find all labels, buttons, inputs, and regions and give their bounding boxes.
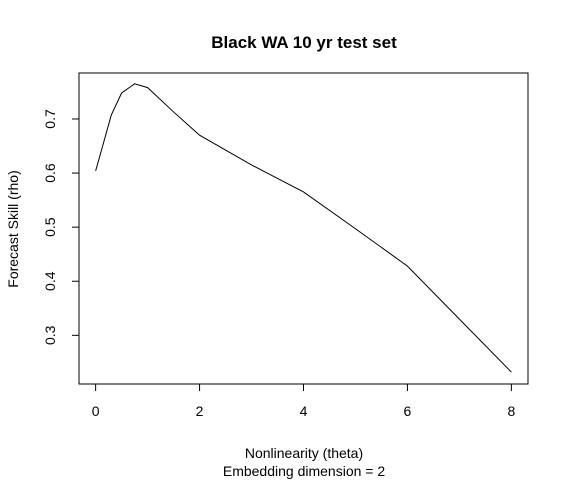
series-layer — [95, 83, 512, 373]
x-axis-sublabel: Embedding dimension = 2 — [223, 463, 385, 479]
x-axis-label: Nonlinearity (theta) — [245, 445, 363, 461]
x-tick-label-2: 4 — [300, 403, 308, 419]
y-axis-label: Forecast Skill (rho) — [5, 170, 21, 287]
y-tick-label-2: 0.5 — [42, 217, 58, 237]
x-axis: 0 2 4 6 8 — [92, 383, 515, 419]
chart-title: Black WA 10 yr test set — [211, 33, 397, 52]
x-tick-label-3: 6 — [404, 403, 412, 419]
series-line-0 — [95, 83, 512, 373]
y-tick-label-1: 0.4 — [42, 271, 58, 291]
y-tick-label-4: 0.7 — [42, 109, 58, 129]
y-axis: 0.3 0.4 0.5 0.6 0.7 — [42, 109, 80, 345]
plot-area — [78, 72, 529, 385]
x-tick-label-4: 8 — [507, 403, 515, 419]
x-tick-label-1: 2 — [196, 403, 204, 419]
y-tick-label-0: 0.3 — [42, 325, 58, 345]
x-tick-label-0: 0 — [92, 403, 100, 419]
y-tick-label-3: 0.6 — [42, 163, 58, 183]
